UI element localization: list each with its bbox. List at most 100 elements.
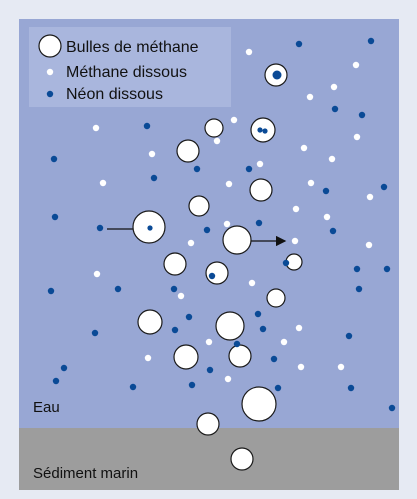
dissolved-methane-dot: [337, 363, 345, 371]
legend-neon-dot-icon: [46, 90, 54, 98]
dissolved-methane-dot: [224, 375, 232, 383]
methane-bubble: [241, 386, 277, 422]
dissolved-neon-dot: [170, 285, 178, 293]
neon-inside-bubble: [257, 127, 263, 133]
methane-bubble: [205, 261, 229, 285]
legend-dissolved-methane-label: Méthane dissous: [66, 64, 187, 81]
dissolved-neon-dot: [114, 285, 122, 293]
dissolved-neon-dot: [254, 310, 262, 318]
dissolved-neon-dot: [193, 165, 201, 173]
diagram-scene: Bulles de méthane Méthane dissous Néon d…: [19, 19, 399, 490]
dissolved-neon-dot: [143, 122, 151, 130]
neon-dots-group: [47, 37, 396, 412]
dissolved-methane-dot: [245, 48, 253, 56]
dissolved-neon-dot: [206, 366, 214, 374]
dissolved-neon-dot: [203, 226, 211, 234]
dissolved-neon-dot: [367, 37, 375, 45]
dissolved-neon-dot: [52, 377, 60, 385]
dissolved-neon-dot: [358, 111, 366, 119]
dissolved-neon-dot: [274, 384, 282, 392]
dissolved-methane-dot: [248, 279, 256, 287]
dissolved-methane-dot: [93, 270, 101, 278]
dissolved-methane-dot: [205, 338, 213, 346]
dissolved-neon-dot: [245, 165, 253, 173]
sediment-region: [19, 428, 399, 490]
dissolved-neon-dot: [185, 313, 193, 321]
methane-bubble: [266, 288, 286, 308]
dissolved-methane-dot: [148, 150, 156, 158]
dissolved-neon-dot: [353, 265, 361, 273]
dissolved-methane-dot: [297, 363, 305, 371]
dissolved-neon-dot: [50, 155, 58, 163]
neon-inside-bubble: [262, 128, 268, 134]
dissolved-neon-dot: [380, 183, 388, 191]
methane-bubble: [230, 447, 254, 471]
dissolved-neon-dot: [259, 325, 267, 333]
dissolved-neon-dot: [322, 187, 330, 195]
dissolved-methane-dot: [295, 324, 303, 332]
dissolved-methane-dot: [187, 239, 195, 247]
dissolved-neon-dot: [150, 174, 158, 182]
dissolved-neon-dot: [171, 326, 179, 334]
neon-inside-bubble: [272, 70, 282, 80]
methane-dots-group: [92, 48, 374, 383]
dissolved-methane-dot: [328, 155, 336, 163]
dissolved-neon-dot: [51, 213, 59, 221]
dissolved-methane-dot: [306, 93, 314, 101]
dissolved-methane-dot: [144, 354, 152, 362]
methane-bubble: [196, 412, 220, 436]
dissolved-methane-dot: [300, 144, 308, 152]
dissolved-neon-dot: [329, 227, 337, 235]
dissolved-methane-dot: [353, 133, 361, 141]
dissolved-neon-dot: [60, 364, 68, 372]
dissolved-neon-dot: [295, 40, 303, 48]
legend-methane-dot-icon: [46, 68, 54, 76]
legend-dissolved-neon-label: Néon dissous: [66, 86, 163, 103]
diagram-svg: Bulles de méthane Méthane dissous Néon d…: [19, 19, 399, 490]
dissolved-methane-dot: [230, 116, 238, 124]
bubbles-group: [132, 63, 303, 471]
dissolved-methane-dot: [352, 61, 360, 69]
methane-bubble: [188, 195, 210, 217]
dissolved-methane-dot: [225, 180, 233, 188]
dissolved-neon-dot: [345, 332, 353, 340]
dissolved-methane-dot: [366, 193, 374, 201]
dissolved-methane-dot: [323, 213, 331, 221]
dissolved-neon-dot: [388, 404, 396, 412]
dissolved-neon-dot: [347, 384, 355, 392]
water-label: Eau: [33, 399, 60, 416]
dissolved-methane-dot: [365, 241, 373, 249]
methane-bubble: [228, 344, 252, 368]
dissolved-neon-dot: [188, 381, 196, 389]
dissolved-neon-dot: [331, 105, 339, 113]
dissolved-neon-dot: [383, 265, 391, 273]
dissolved-neon-dot: [208, 272, 216, 280]
dissolved-methane-dot: [213, 137, 221, 145]
methane-bubble: [163, 252, 187, 276]
methane-bubble: [215, 311, 245, 341]
dissolved-methane-dot: [99, 179, 107, 187]
dissolved-methane-dot: [223, 220, 231, 228]
legend-bubble-icon: [38, 34, 62, 58]
methane-bubble: [173, 344, 199, 370]
legend-bubbles-label: Bulles de méthane: [66, 39, 199, 56]
dissolved-neon-dot: [233, 340, 241, 348]
dissolved-neon-dot: [91, 329, 99, 337]
dissolved-methane-dot: [177, 292, 185, 300]
dissolved-methane-dot: [280, 338, 288, 346]
neon-inside-bubble: [147, 225, 153, 231]
methane-bubble: [176, 139, 200, 163]
dissolved-neon-dot: [282, 259, 290, 267]
methane-bubble: [222, 225, 252, 255]
dissolved-methane-dot: [307, 179, 315, 187]
dissolved-methane-dot: [330, 83, 338, 91]
methane-bubble: [137, 309, 163, 335]
legend-box: [29, 27, 231, 107]
methane-bubble: [249, 178, 273, 202]
dissolved-methane-dot: [292, 205, 300, 213]
dissolved-methane-dot: [256, 160, 264, 168]
dissolved-neon-dot: [255, 219, 263, 227]
dissolved-neon-dot: [355, 285, 363, 293]
dissolved-neon-dot: [129, 383, 137, 391]
